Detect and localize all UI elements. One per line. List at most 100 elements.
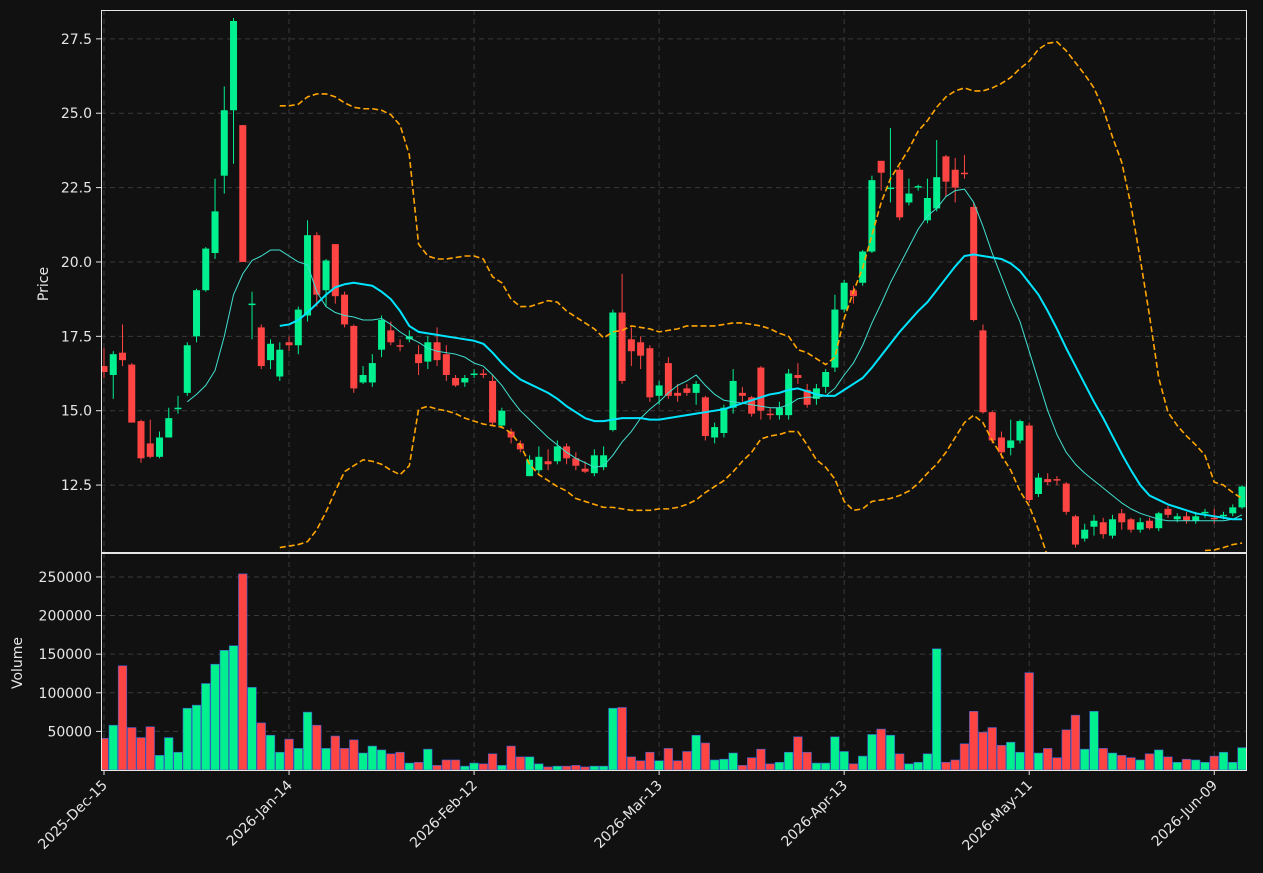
candle-body bbox=[914, 186, 922, 188]
candle-body bbox=[1016, 421, 1024, 441]
candle-body bbox=[683, 388, 691, 393]
y-tick-label: 15.0 bbox=[61, 404, 92, 420]
volume-bar bbox=[256, 722, 266, 770]
volume-bar bbox=[626, 756, 636, 770]
volume-bar bbox=[487, 753, 498, 770]
volume-bar bbox=[330, 735, 340, 770]
candle-body bbox=[359, 375, 367, 383]
candle-body bbox=[766, 413, 774, 416]
candle-body bbox=[257, 327, 265, 367]
volume-bar bbox=[710, 759, 720, 770]
candle-body bbox=[988, 412, 996, 441]
candle-body bbox=[119, 352, 127, 361]
candle-body bbox=[165, 418, 173, 438]
candle-body bbox=[304, 235, 312, 316]
volume-bar bbox=[1098, 748, 1108, 770]
volume-bar bbox=[978, 731, 988, 770]
candle-body bbox=[415, 354, 423, 364]
candle-body bbox=[202, 248, 210, 291]
volume-bar bbox=[747, 757, 757, 770]
candle-body bbox=[748, 397, 756, 414]
volume-tick-label: 250000 bbox=[39, 570, 92, 586]
volume-bar bbox=[302, 711, 313, 770]
volume-bar bbox=[441, 759, 451, 770]
volume-bar bbox=[802, 751, 812, 770]
volume-tick-label: 100000 bbox=[39, 686, 92, 702]
candle-body bbox=[655, 385, 663, 396]
candle-body bbox=[248, 303, 256, 306]
candle-body bbox=[230, 21, 238, 111]
candle-body bbox=[368, 363, 376, 383]
candle-body bbox=[1090, 520, 1098, 527]
volume-bar bbox=[1237, 747, 1246, 770]
candle-body bbox=[581, 468, 589, 472]
candle-body bbox=[156, 437, 164, 457]
overlay-line bbox=[279, 41, 1243, 500]
candle-body bbox=[701, 397, 709, 436]
candle-body bbox=[1034, 477, 1042, 494]
volume-bar bbox=[432, 765, 442, 770]
candle-body bbox=[1053, 479, 1061, 481]
volume-tick-label: 50000 bbox=[47, 724, 92, 740]
candle-body bbox=[387, 330, 395, 343]
volume-bar bbox=[821, 762, 831, 770]
candle-body bbox=[1192, 516, 1200, 521]
candle-body bbox=[979, 330, 987, 413]
candle-body bbox=[109, 354, 117, 376]
volume-bar bbox=[1154, 749, 1164, 770]
volume-bar bbox=[756, 748, 766, 770]
volume-bar bbox=[1218, 751, 1229, 770]
candle-body bbox=[692, 383, 700, 393]
volume-bar bbox=[182, 707, 192, 770]
volume-bar bbox=[552, 765, 562, 770]
volume-bar bbox=[719, 758, 729, 770]
price-frame bbox=[101, 10, 1247, 553]
candle-body bbox=[193, 290, 201, 337]
volume-bar bbox=[996, 744, 1007, 770]
volume-bar bbox=[173, 751, 183, 770]
volume-bar bbox=[645, 751, 655, 770]
candle-body bbox=[757, 367, 765, 411]
volume-tick-label: 200000 bbox=[39, 609, 92, 625]
volume-bar bbox=[1052, 757, 1062, 770]
candle-body bbox=[267, 343, 275, 361]
volume-bar bbox=[136, 737, 146, 770]
candle-body bbox=[341, 294, 349, 325]
volume-bar bbox=[1061, 729, 1071, 770]
candle-body bbox=[896, 169, 904, 218]
candle-body bbox=[674, 392, 682, 396]
volume-bar bbox=[617, 707, 627, 770]
volume-bar bbox=[848, 763, 859, 770]
volume-bar bbox=[154, 755, 165, 770]
candle-body bbox=[535, 456, 543, 471]
candle-body bbox=[997, 437, 1005, 453]
volume-bar bbox=[1089, 711, 1099, 770]
candle-body bbox=[1062, 483, 1070, 512]
volume-bar bbox=[1228, 761, 1238, 770]
volume-tick-label: 150000 bbox=[39, 647, 92, 663]
volume-bar bbox=[700, 742, 710, 770]
candle-body bbox=[600, 455, 608, 468]
candle-body bbox=[1238, 486, 1246, 508]
volume-bar bbox=[1144, 753, 1155, 770]
volume-bar bbox=[1006, 741, 1016, 770]
volume-bar bbox=[691, 734, 701, 770]
volume-bar bbox=[765, 763, 775, 770]
candle-body bbox=[1081, 529, 1089, 539]
volume-bar bbox=[543, 766, 553, 770]
candle-body bbox=[220, 110, 228, 176]
candle-body bbox=[822, 372, 830, 387]
candle-body bbox=[276, 349, 284, 377]
candle-body bbox=[239, 125, 247, 262]
overlay-line bbox=[279, 405, 1243, 552]
candle-body bbox=[637, 342, 645, 356]
candle-body bbox=[1099, 522, 1107, 535]
volume-bar bbox=[922, 753, 933, 770]
candle-body bbox=[294, 309, 302, 346]
volume-bar bbox=[1172, 761, 1182, 770]
candle-body bbox=[1007, 440, 1015, 448]
volume-bar bbox=[1080, 748, 1090, 770]
volume-bar bbox=[1209, 755, 1219, 770]
volume-bar bbox=[1126, 757, 1136, 770]
